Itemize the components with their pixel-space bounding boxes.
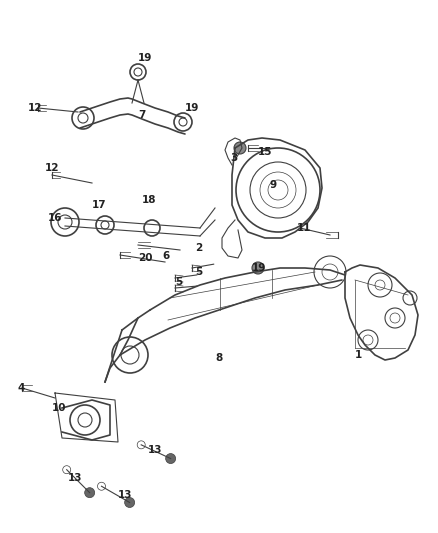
Text: 3: 3 xyxy=(230,153,237,163)
Text: 19: 19 xyxy=(185,103,199,113)
Text: 1: 1 xyxy=(355,350,362,360)
Text: 16: 16 xyxy=(48,213,63,223)
Text: 2: 2 xyxy=(195,243,202,253)
Text: 20: 20 xyxy=(138,253,152,263)
Text: 19: 19 xyxy=(252,263,266,273)
Circle shape xyxy=(125,497,134,507)
Text: 6: 6 xyxy=(162,251,169,261)
Text: 4: 4 xyxy=(18,383,25,393)
Circle shape xyxy=(166,454,176,464)
Text: 10: 10 xyxy=(52,403,67,413)
Text: 15: 15 xyxy=(258,147,272,157)
Text: 13: 13 xyxy=(148,445,162,455)
Text: 7: 7 xyxy=(138,110,145,120)
Text: 13: 13 xyxy=(68,473,82,483)
Text: 9: 9 xyxy=(270,180,277,190)
Text: 17: 17 xyxy=(92,200,106,210)
Circle shape xyxy=(252,262,264,274)
Text: 12: 12 xyxy=(45,163,60,173)
Circle shape xyxy=(85,488,95,498)
Circle shape xyxy=(234,142,246,154)
Text: 11: 11 xyxy=(297,223,311,233)
Text: 8: 8 xyxy=(215,353,222,363)
Text: 5: 5 xyxy=(195,267,202,277)
Text: 12: 12 xyxy=(28,103,42,113)
Text: 18: 18 xyxy=(142,195,156,205)
Text: 13: 13 xyxy=(118,490,133,500)
Text: 5: 5 xyxy=(175,277,182,287)
Text: 19: 19 xyxy=(138,53,152,63)
